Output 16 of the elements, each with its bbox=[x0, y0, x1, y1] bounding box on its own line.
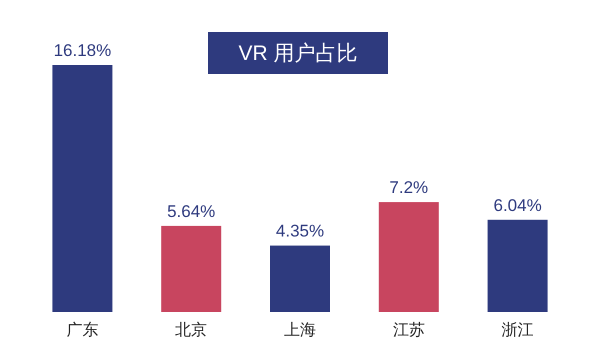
x-tick-label: 北京 bbox=[175, 321, 208, 339]
x-tick-label: 江苏 bbox=[392, 321, 425, 339]
x-tick-label: 上海 bbox=[284, 321, 316, 339]
data-label: 16.18% bbox=[54, 41, 112, 60]
data-label: 7.2% bbox=[389, 178, 428, 198]
x-tick-label: 广东 bbox=[66, 321, 98, 339]
data-label: 6.04% bbox=[494, 196, 542, 215]
data-label: 5.64% bbox=[167, 202, 216, 221]
bar bbox=[161, 226, 222, 312]
bar bbox=[378, 202, 439, 312]
chart-title: VR 用户占比 bbox=[238, 42, 358, 65]
bar bbox=[52, 65, 112, 312]
data-label: 4.35% bbox=[276, 222, 324, 241]
x-tick-label: 浙江 bbox=[502, 321, 534, 339]
bar bbox=[488, 220, 548, 312]
bar bbox=[270, 246, 330, 312]
